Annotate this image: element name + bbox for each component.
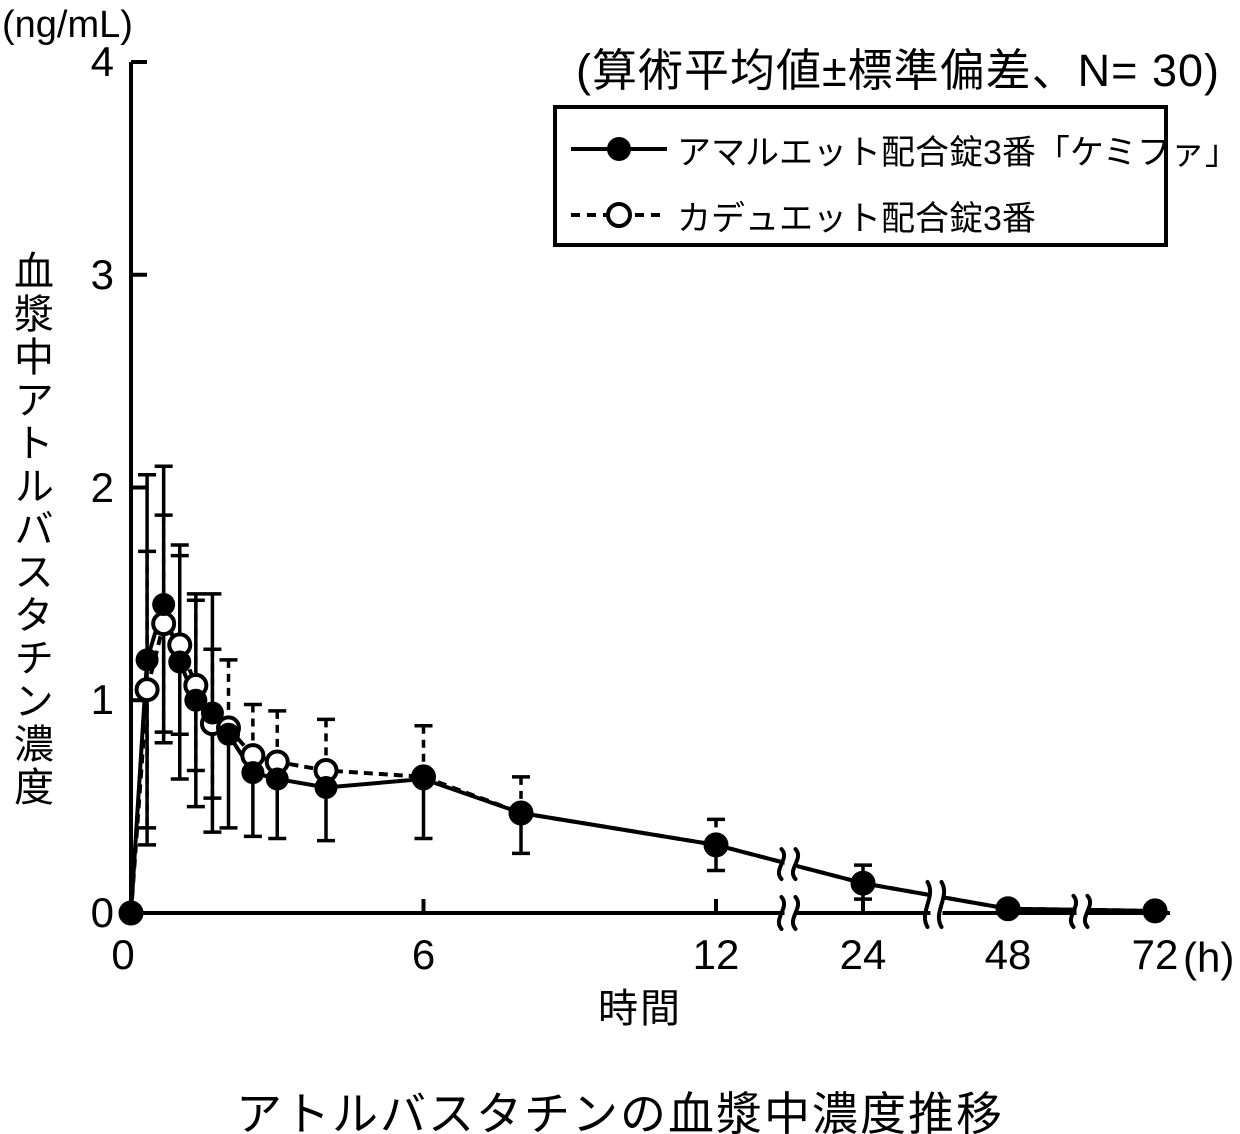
open-circle-marker <box>134 677 160 703</box>
filled-circle-marker <box>119 901 143 925</box>
filled-circle-marker <box>241 761 265 785</box>
figure-caption: アトルバスタチンの血漿中濃度推移 <box>236 1088 1004 1134</box>
legend-item-amalet: アマルエット配合錠3番「ケミファ」 <box>571 127 1239 172</box>
filled-circle-marker <box>217 722 240 746</box>
data-point-markers <box>118 593 1168 926</box>
axis-break-marks <box>776 846 1093 932</box>
y-axis-title: 血漿中アトルバスタチン濃度 <box>8 250 52 809</box>
legend-item-label: アマルエット配合錠3番「ケミファ」 <box>677 133 1239 172</box>
open-circle-marker-icon <box>571 202 667 228</box>
stats-annotation: (算術平均値±標準偏差、N= 30) <box>575 45 1220 96</box>
filled-circle-marker <box>200 701 224 725</box>
y-tick-label: 0 <box>90 889 114 936</box>
y-axis-unit-label: (ng/mL) <box>2 4 133 46</box>
x-tick-label: 6 <box>411 931 436 978</box>
filled-circle-marker <box>704 833 728 857</box>
y-tick-label: 1 <box>90 676 114 724</box>
x-tick-label: 12 <box>692 931 740 978</box>
x-axis-unit-label: (h) <box>1183 934 1235 981</box>
open-circle-marker <box>151 611 177 637</box>
filled-circle-marker <box>314 775 338 799</box>
filled-circle-marker <box>412 767 435 791</box>
y-tick-label: 3 <box>90 250 114 298</box>
filled-circle-marker <box>135 648 159 672</box>
legend-box: アマルエット配合錠3番「ケミファ」 カデュエット配合錠3番 <box>553 105 1239 247</box>
filled-circle-marker <box>1143 899 1167 923</box>
filled-circle-marker <box>168 650 192 674</box>
x-tick-label: 0 <box>111 931 135 978</box>
filled-circle-marker <box>996 897 1020 921</box>
y-tick-label: 4 <box>90 38 114 85</box>
x-tick-label: 72 <box>1131 931 1179 978</box>
legend-item-label: カデュエット配合錠3番 <box>677 199 1036 238</box>
x-tick-label: 48 <box>984 931 1032 978</box>
filled-circle-marker <box>152 593 176 617</box>
error-bars <box>138 464 872 901</box>
filled-circle-marker <box>851 871 875 895</box>
filled-circle-marker <box>509 801 533 825</box>
filled-circle-marker <box>265 767 289 791</box>
x-axis-title: 時間 <box>598 987 682 1031</box>
y-tick-label: 2 <box>90 463 114 511</box>
legend-item-caduet: カデュエット配合錠3番 <box>571 193 1036 238</box>
filled-circle-marker-icon <box>571 137 667 161</box>
filled-circle-marker <box>184 688 208 712</box>
x-tick-label: 24 <box>839 931 887 978</box>
